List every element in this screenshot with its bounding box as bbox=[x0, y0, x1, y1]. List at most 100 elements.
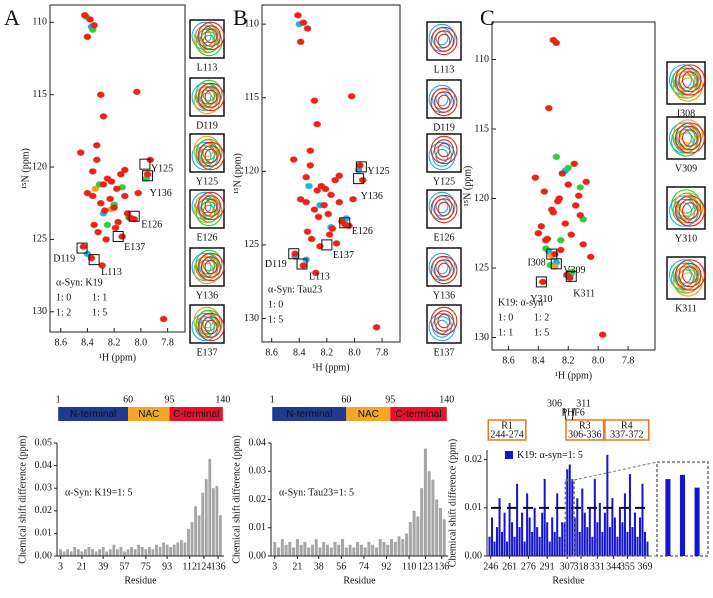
domain-bar bbox=[272, 407, 347, 421]
peak bbox=[79, 243, 88, 250]
bar bbox=[493, 541, 496, 556]
inset-label: L113 bbox=[434, 64, 455, 75]
inset-contour bbox=[197, 252, 225, 282]
peak bbox=[83, 33, 92, 41]
x-tick-label: 261 bbox=[502, 561, 517, 572]
bar bbox=[427, 471, 431, 556]
bar bbox=[601, 531, 604, 556]
y-tick-label: 130 bbox=[32, 306, 47, 317]
peak bbox=[99, 181, 108, 188]
inset-contour bbox=[428, 312, 456, 342]
bar bbox=[588, 507, 591, 556]
bar bbox=[348, 544, 352, 556]
peak bbox=[558, 170, 567, 177]
bar bbox=[646, 541, 649, 556]
bar bbox=[593, 478, 596, 556]
repeat-range: 337-372 bbox=[610, 429, 643, 440]
peak bbox=[91, 185, 100, 193]
inset-contour bbox=[193, 135, 221, 165]
inset-contour bbox=[204, 259, 218, 275]
x-axis-label: Residue bbox=[343, 575, 376, 586]
inset-contour bbox=[678, 67, 702, 93]
bar bbox=[518, 527, 521, 556]
peak bbox=[303, 228, 312, 235]
inset-contour bbox=[204, 28, 218, 44]
bar bbox=[98, 549, 102, 556]
inset-contour bbox=[682, 202, 698, 220]
bar bbox=[204, 479, 208, 556]
x-tick-label: 8.4 bbox=[532, 355, 545, 366]
peak bbox=[540, 188, 549, 195]
bar bbox=[546, 522, 549, 556]
inset-label: V309 bbox=[675, 163, 697, 174]
bar bbox=[586, 527, 589, 556]
x-tick-label: 56 bbox=[336, 561, 346, 572]
bar bbox=[69, 551, 73, 556]
bar bbox=[378, 539, 382, 556]
inset-contour bbox=[197, 141, 225, 171]
bar bbox=[123, 551, 126, 556]
bar bbox=[325, 544, 329, 556]
peak-label: D119 bbox=[53, 253, 75, 264]
y-tick-label: 0.02 bbox=[35, 505, 53, 516]
y-tick-label: 0.02 bbox=[465, 454, 483, 465]
bar bbox=[215, 485, 219, 556]
peak bbox=[320, 201, 329, 209]
x-tick-label: 7.8 bbox=[376, 347, 389, 358]
x-tick-label: 8.6 bbox=[265, 347, 278, 358]
peak bbox=[94, 228, 103, 236]
peak-box bbox=[139, 158, 151, 170]
peak bbox=[106, 195, 115, 203]
peak bbox=[324, 210, 333, 218]
x-tick-label: 8.0 bbox=[135, 337, 148, 348]
peak bbox=[302, 173, 311, 181]
peak-box bbox=[88, 254, 100, 266]
y-tick-label: 110 bbox=[244, 18, 259, 29]
bar bbox=[613, 517, 616, 556]
peak bbox=[76, 149, 85, 156]
inset-contour bbox=[201, 86, 221, 108]
panel-label: C bbox=[480, 5, 495, 30]
peak bbox=[552, 153, 561, 161]
bar bbox=[295, 539, 299, 556]
y-axis-label: Chemical shift difference (ppm) bbox=[447, 439, 458, 567]
peak bbox=[564, 164, 573, 172]
bar bbox=[513, 536, 516, 556]
bar bbox=[401, 539, 405, 556]
inset-contour bbox=[201, 145, 221, 167]
y-tick-label: 120 bbox=[244, 166, 259, 177]
bar bbox=[284, 544, 288, 556]
bar bbox=[488, 536, 491, 556]
bar bbox=[273, 541, 277, 556]
boundary-label: 60 bbox=[341, 394, 351, 405]
bar bbox=[581, 488, 584, 556]
inset-contour bbox=[195, 249, 223, 279]
bar bbox=[397, 536, 401, 556]
domain-bar bbox=[169, 407, 223, 421]
x-tick-label: 92 bbox=[381, 561, 391, 572]
bar bbox=[197, 515, 201, 556]
bar bbox=[322, 541, 326, 556]
inset-contour bbox=[437, 33, 451, 49]
inset-contour bbox=[671, 189, 701, 221]
peak bbox=[92, 142, 101, 149]
bar bbox=[548, 541, 551, 556]
inset-contour bbox=[430, 194, 458, 224]
bar bbox=[66, 549, 70, 556]
domain-name: NAC bbox=[358, 409, 379, 420]
bar bbox=[536, 527, 539, 556]
inset-contour bbox=[204, 319, 218, 335]
bar bbox=[115, 549, 119, 556]
bar bbox=[611, 498, 614, 556]
y-tick-label: 0.02 bbox=[249, 494, 267, 505]
bar bbox=[533, 507, 536, 556]
peak bbox=[118, 233, 127, 240]
inset-contour bbox=[434, 198, 454, 220]
peak bbox=[112, 185, 121, 193]
repeat-name: R1 bbox=[501, 420, 513, 431]
bar bbox=[172, 544, 176, 556]
bar bbox=[292, 547, 296, 556]
peak-box bbox=[355, 161, 367, 173]
peak bbox=[531, 174, 540, 181]
inset-contour bbox=[195, 138, 223, 168]
